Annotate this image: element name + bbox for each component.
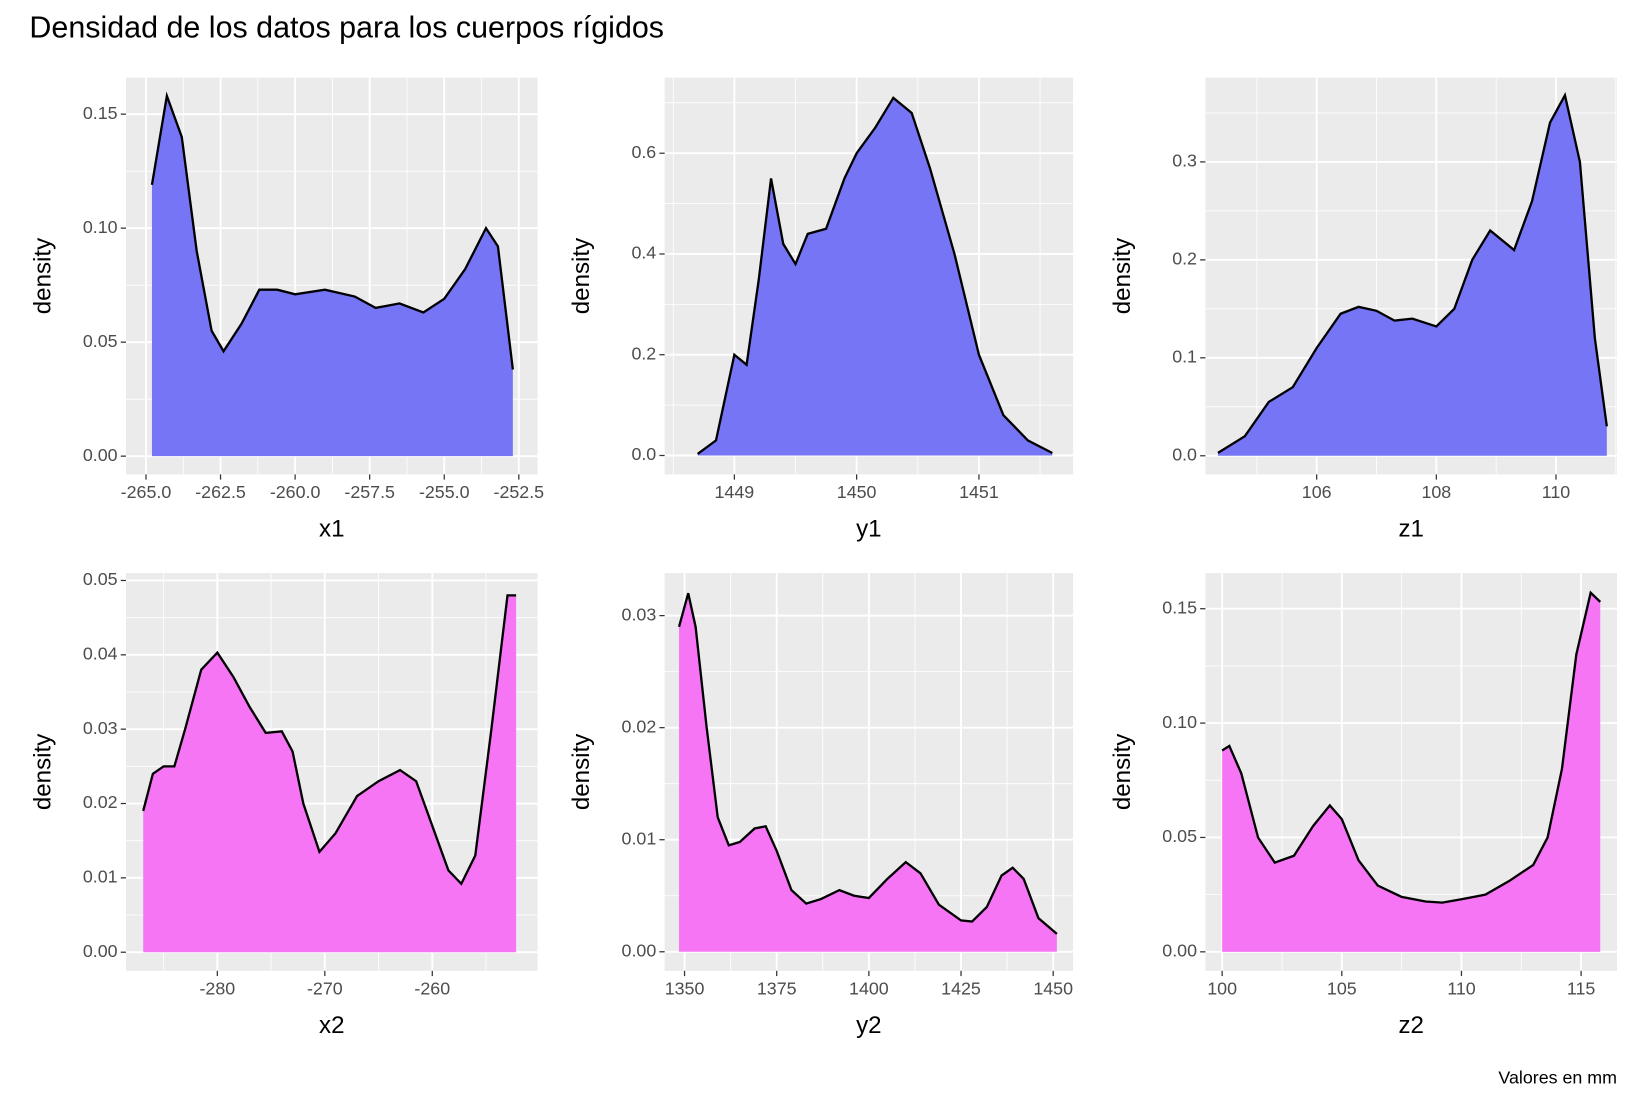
y-tick-label: 0.01 <box>83 867 118 887</box>
y-tick-label: 0.10 <box>83 217 118 237</box>
y-tick-label: 0.3 <box>1172 151 1197 171</box>
y-tick-label: 0.00 <box>622 940 657 960</box>
x-tick-label: -252.5 <box>494 482 545 502</box>
x-tick-label: 1425 <box>941 978 981 998</box>
y-axis-title: density <box>1109 733 1136 810</box>
y-tick-label: 0.15 <box>1162 597 1197 617</box>
y-tick-label: 0.02 <box>622 716 657 736</box>
x-tick-label: 115 <box>1567 978 1596 998</box>
y-tick-label: 0.03 <box>83 718 118 738</box>
x-tick-label: 1450 <box>1033 978 1073 998</box>
density-line <box>1217 92 1608 454</box>
y-tick-label: 0.1 <box>1172 347 1197 367</box>
y-tick-label: 0.01 <box>622 828 657 848</box>
density-line <box>142 594 517 886</box>
y-tick-label: 0.2 <box>1172 249 1197 269</box>
x-tick-label: 106 <box>1302 482 1332 502</box>
y-axis-title: density <box>29 237 56 314</box>
x-tick-label: 1449 <box>715 482 755 502</box>
y-axis-title: density <box>29 733 56 810</box>
x-axis-title: y2 <box>856 1012 881 1039</box>
x-axis-title: x1 <box>319 515 344 542</box>
area-fill <box>697 97 1053 456</box>
y-tick-label: 0.00 <box>83 445 118 465</box>
x-tick-label: -265.0 <box>121 482 172 502</box>
y-tick-label: 0.05 <box>83 331 118 351</box>
x-tick-label: -270 <box>307 978 343 998</box>
x-axis-title: z2 <box>1398 1012 1423 1039</box>
caption: Valores en mm <box>1498 1068 1617 1088</box>
x-tick-label: -280 <box>199 978 235 998</box>
x-tick-label: 108 <box>1421 482 1451 502</box>
x-tick-label: 1450 <box>837 482 877 502</box>
area-fill <box>1222 592 1601 952</box>
x-tick-label: 1375 <box>757 978 797 998</box>
x-axis-title: z1 <box>1398 515 1423 542</box>
density-line <box>1221 590 1602 904</box>
x-tick-label: -260 <box>414 978 450 998</box>
panel: 100 105 110 115 0.00 0.05 0.10 0.15 z2 density <box>1109 573 1617 1039</box>
area-fill <box>679 593 1057 952</box>
x-tick-label: 110 <box>1542 482 1571 502</box>
x-tick-label: -257.5 <box>344 482 395 502</box>
x-tick-label: -262.5 <box>195 482 246 502</box>
y-tick-label: 0.00 <box>83 941 118 961</box>
y-tick-label: 0.02 <box>83 792 118 812</box>
x-axis-title: x2 <box>319 1012 344 1039</box>
y-tick-label: 0.05 <box>83 569 118 589</box>
density-line <box>696 96 1053 455</box>
y-tick-label: 0.03 <box>622 604 657 624</box>
x-axis-title: y1 <box>856 515 881 542</box>
density-line <box>677 592 1058 935</box>
y-tick-label: 0.10 <box>1162 712 1197 732</box>
y-tick-label: 0.4 <box>631 243 656 263</box>
y-tick-label: 0.0 <box>1172 444 1197 464</box>
y-tick-label: 0.0 <box>631 444 656 464</box>
x-tick-label: -260.0 <box>270 482 321 502</box>
y-tick-label: 0.00 <box>1162 941 1197 961</box>
x-tick-label: 110 <box>1447 978 1476 998</box>
x-tick-label: 105 <box>1327 978 1357 998</box>
y-tick-label: 0.15 <box>83 103 118 123</box>
panel: -280 -270 -260 0.00 0.01 0.02 0.03 0.04 0.05 x2 de… <box>29 569 538 1039</box>
x-tick-label: 1451 <box>959 482 999 502</box>
y-axis-title: density <box>1109 237 1136 314</box>
y-axis-title: density <box>568 237 595 314</box>
x-tick-label: 1400 <box>849 978 889 998</box>
density-line <box>150 91 514 370</box>
y-tick-label: 0.05 <box>1162 826 1197 846</box>
x-tick-label: 1350 <box>665 978 705 998</box>
y-axis-title: density <box>568 733 595 810</box>
y-tick-label: 0.04 <box>83 644 118 664</box>
y-tick-label: 0.6 <box>631 142 656 162</box>
panel: 106 108 110 0.0 0.1 0.2 0.3 z1 density <box>1109 77 1617 542</box>
area-fill <box>1217 95 1607 456</box>
x-tick-label: 100 <box>1207 978 1237 998</box>
panel: 1449 1450 1451 0.0 0.2 0.4 0.6 y1 density <box>568 77 1074 542</box>
y-tick-label: 0.2 <box>631 343 656 363</box>
panel: -265.0 -262.5 -260.0 -257.5 -255.0 -252.5 0.00… <box>29 77 545 542</box>
figure-title: Densidad de los datos para los cuerpos r… <box>29 10 664 44</box>
x-tick-label: -255.0 <box>419 482 470 502</box>
panel: 1350 1375 1400 1425 1450 0.00 0.01 0.02 0.03 y2 de… <box>568 573 1073 1039</box>
area-fill <box>151 95 513 457</box>
